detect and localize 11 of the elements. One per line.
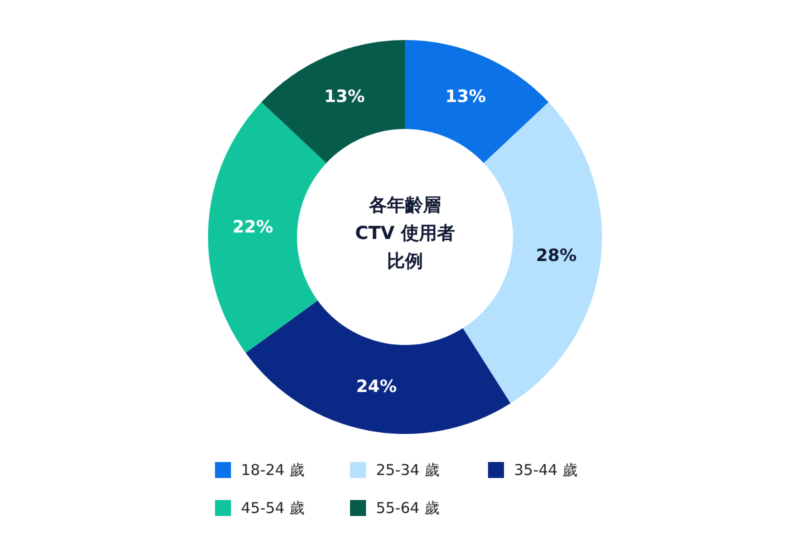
legend-label: 55-64 歲 <box>376 499 440 517</box>
legend-label: 18-24 歲 <box>241 461 304 479</box>
data-label: 24% <box>356 376 397 397</box>
data-label: 13% <box>324 87 365 108</box>
legend-label: 45-54 歲 <box>241 499 304 517</box>
legend-label: 35-44 歲 <box>514 461 578 479</box>
legend-label: 25-34 歲 <box>376 461 440 479</box>
text: 各年齡層CTV 使用者比例 <box>354 194 456 274</box>
data-label: 13% <box>445 87 486 108</box>
data-label: 22% <box>232 217 274 238</box>
data-label: 28% <box>536 246 577 266</box>
